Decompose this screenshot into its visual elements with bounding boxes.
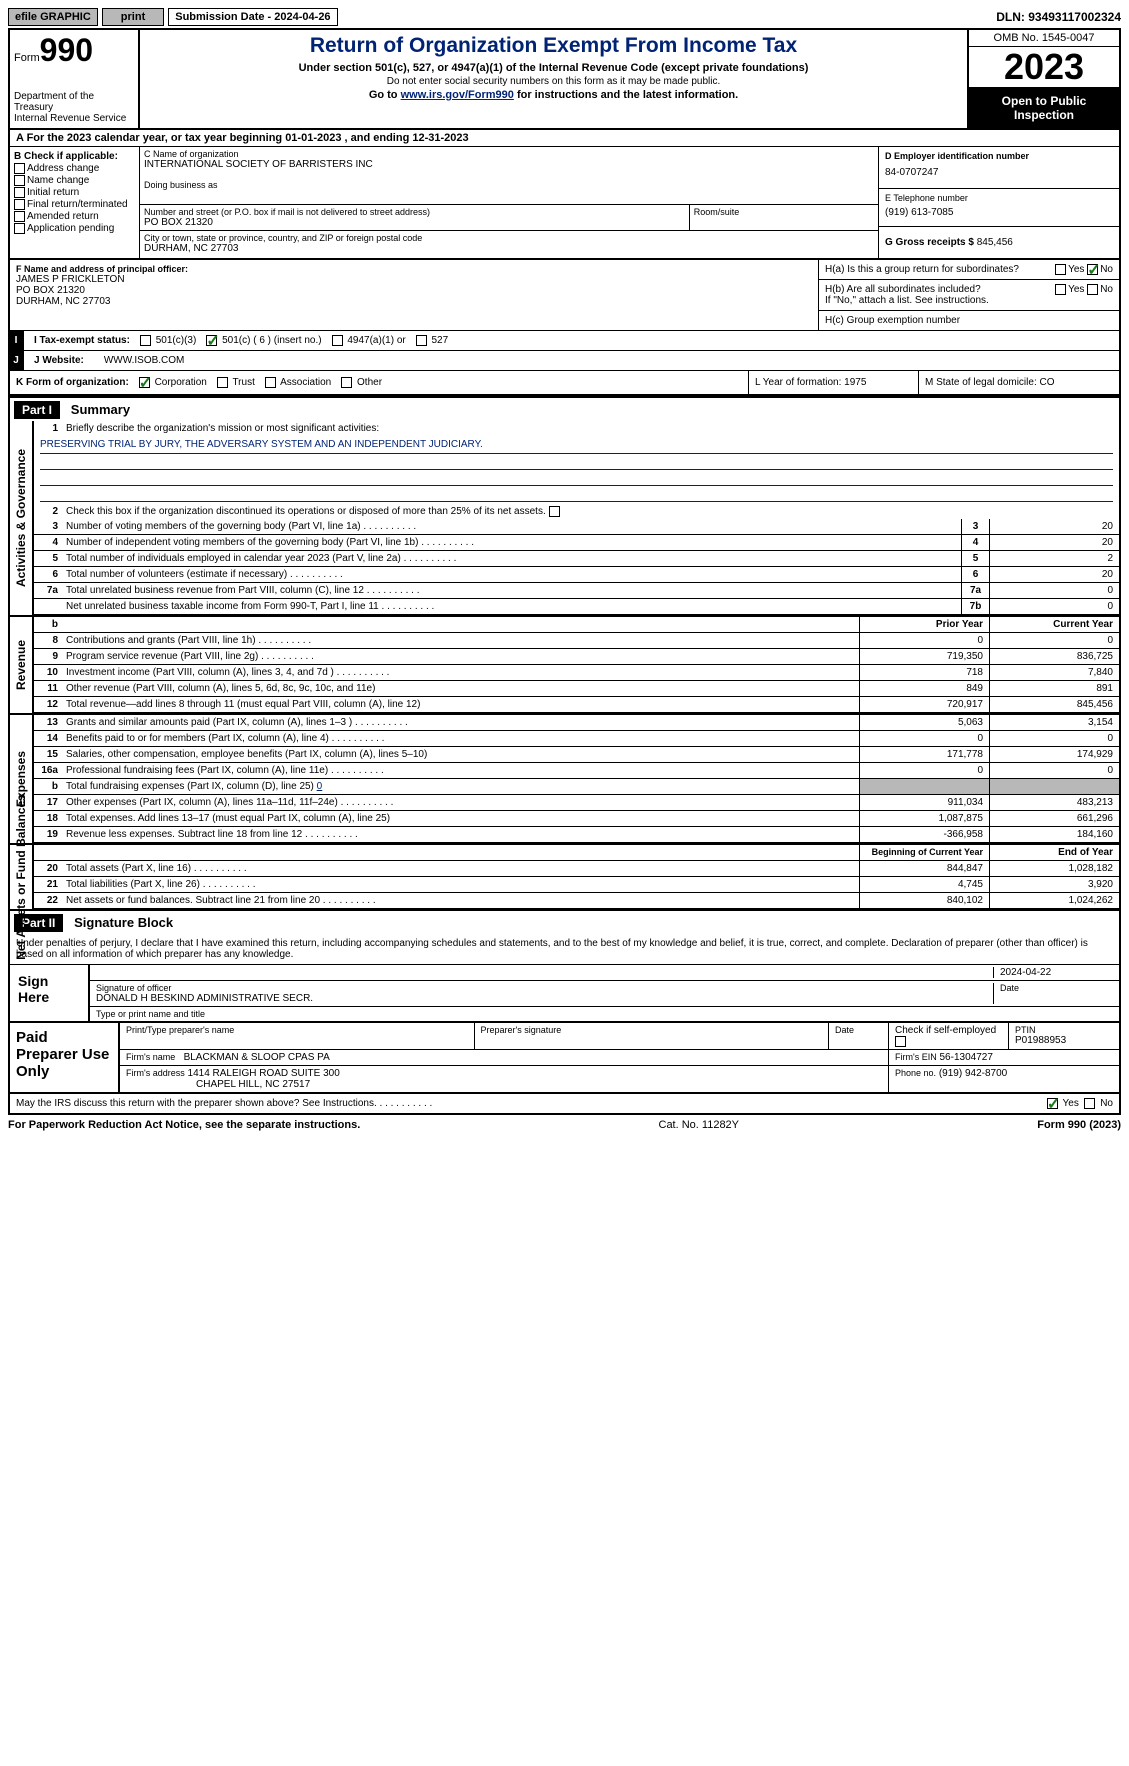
side-revenue: Revenue [10,617,34,713]
k-row: K Form of organization: Corporation Trus… [8,371,1121,396]
open-inspection: Open to Public Inspection [969,88,1119,128]
cb-address-change[interactable] [14,163,25,174]
firm-phone: (919) 942-8700 [939,1068,1007,1079]
dept-treasury: Department of the TreasuryInternal Reven… [14,91,134,124]
omb-number: OMB No. 1545-0047 [969,30,1119,47]
val-7b: 0 [989,599,1119,614]
form-subtitle: Under section 501(c), 527, or 4947(a)(1)… [144,62,963,74]
cb-name-change[interactable] [14,175,25,186]
cb-hb-no[interactable] [1087,284,1098,295]
form-header: Form990 Department of the TreasuryIntern… [8,28,1121,130]
firm-name: BLACKMAN & SLOOP CPAS PA [184,1052,330,1063]
officer-name: JAMES P FRICKLETON [16,274,812,285]
top-bar: efile GRAPHIC print Submission Date - 20… [8,8,1121,26]
form-number: 990 [40,32,93,68]
cb-initial-return[interactable] [14,187,25,198]
cb-amended[interactable] [14,211,25,222]
side-governance: Activities & Governance [10,421,34,615]
val-4: 20 [989,535,1119,550]
val-7a: 0 [989,583,1119,598]
website-url: WWW.ISOB.COM [104,355,185,366]
org-address: PO BOX 21320 [144,217,685,228]
cb-discuss-yes[interactable] [1047,1098,1058,1109]
cb-other[interactable] [341,377,352,388]
cb-501c3[interactable] [140,335,151,346]
cb-discuss-no[interactable] [1084,1098,1095,1109]
cb-4947[interactable] [332,335,343,346]
summary-revenue: Revenue bPrior YearCurrent Year 8Contrib… [8,617,1121,715]
cb-527[interactable] [416,335,427,346]
ein: 84-0707247 [885,161,1113,184]
part-i-header: Part I [14,401,60,419]
submission-date: Submission Date - 2024-04-26 [168,8,337,26]
form-label: Form [14,52,40,64]
paid-preparer: Paid Preparer Use Only Print/Type prepar… [8,1023,1121,1094]
signature-block: Under penalties of perjury, I declare th… [8,934,1121,1023]
footer-line: For Paperwork Reduction Act Notice, see … [8,1115,1121,1135]
side-netassets: Net Assets or Fund Balances [10,845,34,909]
tax-year: 2023 [969,47,1119,88]
sign-here-label: Sign Here [10,965,90,1021]
box-b: B Check if applicable: Address change Na… [10,147,140,258]
org-city: DURHAM, NC 27703 [144,243,874,254]
org-name: INTERNATIONAL SOCIETY OF BARRISTERS INC [144,159,874,170]
summary-netassets: Net Assets or Fund Balances Beginning of… [8,845,1121,911]
print-button[interactable]: print [102,8,164,26]
year-formation: L Year of formation: 1975 [749,371,919,394]
officer-sig-name: DONALD H BESKIND ADMINISTRATIVE SECR. [96,993,993,1004]
phone: (919) 613-7085 [885,203,1113,222]
discuss-row: May the IRS discuss this return with the… [8,1094,1121,1115]
val-5: 2 [989,551,1119,566]
cb-discontinued[interactable] [549,506,560,517]
part-ii-title: Signature Block [66,913,181,932]
summary-governance: Activities & Governance 1Briefly describ… [8,421,1121,617]
dln: DLN: 93493117002324 [996,10,1121,24]
gross-receipts: 845,456 [977,237,1013,248]
cb-app-pending[interactable] [14,223,25,234]
irs-link[interactable]: www.irs.gov/Form990 [401,89,514,101]
paid-preparer-label: Paid Preparer Use Only [10,1023,120,1092]
ssn-note: Do not enter social security numbers on … [144,76,963,87]
goto-line: Go to www.irs.gov/Form990 for instructio… [144,89,963,101]
status-row: I I Tax-exempt status: 501(c)(3) 501(c) … [8,331,1121,351]
cb-hb-yes[interactable] [1055,284,1066,295]
cb-trust[interactable] [217,377,228,388]
form-title: Return of Organization Exempt From Incom… [144,34,963,58]
ptin: P01988953 [1015,1035,1113,1046]
cb-ha-no[interactable] [1087,264,1098,275]
summary-expenses: Expenses 13Grants and similar amounts pa… [8,715,1121,845]
val-3: 20 [989,519,1119,534]
website-row: J J Website: WWW.ISOB.COM [8,351,1121,371]
box-de: D Employer identification number 84-0707… [879,147,1119,258]
state-domicile: M State of legal domicile: CO [919,371,1119,394]
efile-button[interactable]: efile GRAPHIC [8,8,98,26]
part-i-title: Summary [63,400,138,419]
val-6: 20 [989,567,1119,582]
cb-ha-yes[interactable] [1055,264,1066,275]
row-a-period: A For the 2023 calendar year, or tax yea… [8,130,1121,147]
firm-ein: 56-1304727 [940,1052,993,1063]
cb-501c[interactable] [206,335,217,346]
cb-final-return[interactable] [14,199,25,210]
info-grid: B Check if applicable: Address change Na… [8,147,1121,260]
cb-assoc[interactable] [265,377,276,388]
cb-self-employed[interactable] [895,1036,906,1047]
mission-text: PRESERVING TRIAL BY JURY, THE ADVERSARY … [40,438,1113,454]
cb-corp[interactable] [139,377,150,388]
box-c: C Name of organization INTERNATIONAL SOC… [140,147,879,258]
